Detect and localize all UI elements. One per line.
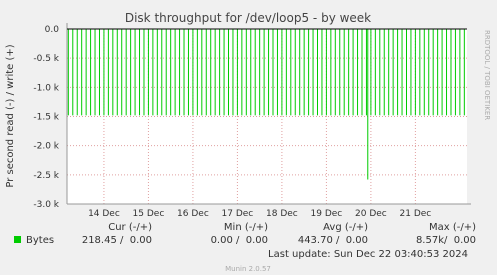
y-tick-label: -2.0 k <box>33 142 59 152</box>
y-tick-label: -0.5 k <box>33 54 59 64</box>
y-axis-label: Pr second read (-) / write (+) <box>5 44 16 187</box>
y-tick-label: 0.0 <box>45 25 60 35</box>
x-tick-label: 16 Dec <box>177 209 209 219</box>
legend-cell: 443.70 / 0.00 <box>298 235 368 246</box>
legend-header: Cur (-/+) <box>108 222 152 233</box>
chart-title: Disk throughput for /dev/loop5 - by week <box>125 11 371 25</box>
x-tick-label: 21 Dec <box>400 209 432 219</box>
legend-swatch <box>14 236 21 243</box>
y-tick-label: -3.0 k <box>33 200 59 210</box>
footer: Munin 2.0.57 <box>225 265 271 273</box>
y-tick-label: -2.5 k <box>33 171 59 181</box>
legend-cell: 0.00 / 0.00 <box>211 235 268 246</box>
x-tick-label: 18 Dec <box>266 209 298 219</box>
legend-cell: 8.57k/ 0.00 <box>416 235 476 246</box>
x-tick-label: 20 Dec <box>355 209 387 219</box>
legend-entry: Bytes <box>26 235 54 246</box>
legend-header: Max (-/+) <box>429 222 476 233</box>
y-tick-label: -1.5 k <box>33 113 59 123</box>
legend-cell: 218.45 / 0.00 <box>82 235 152 246</box>
x-tick-label: 17 Dec <box>222 209 254 219</box>
x-tick-label: 14 Dec <box>88 209 120 219</box>
legend-header: Avg (-/+) <box>323 222 368 233</box>
legend-header: Min (-/+) <box>224 222 268 233</box>
x-tick-label: 19 Dec <box>311 209 343 219</box>
last-update: Last update: Sun Dec 22 03:40:53 2024 <box>268 249 468 260</box>
side-text: RRDTOOL / TOBI OETIKER <box>483 30 491 120</box>
y-tick-label: -1.0 k <box>33 83 59 93</box>
x-tick-label: 15 Dec <box>133 209 165 219</box>
